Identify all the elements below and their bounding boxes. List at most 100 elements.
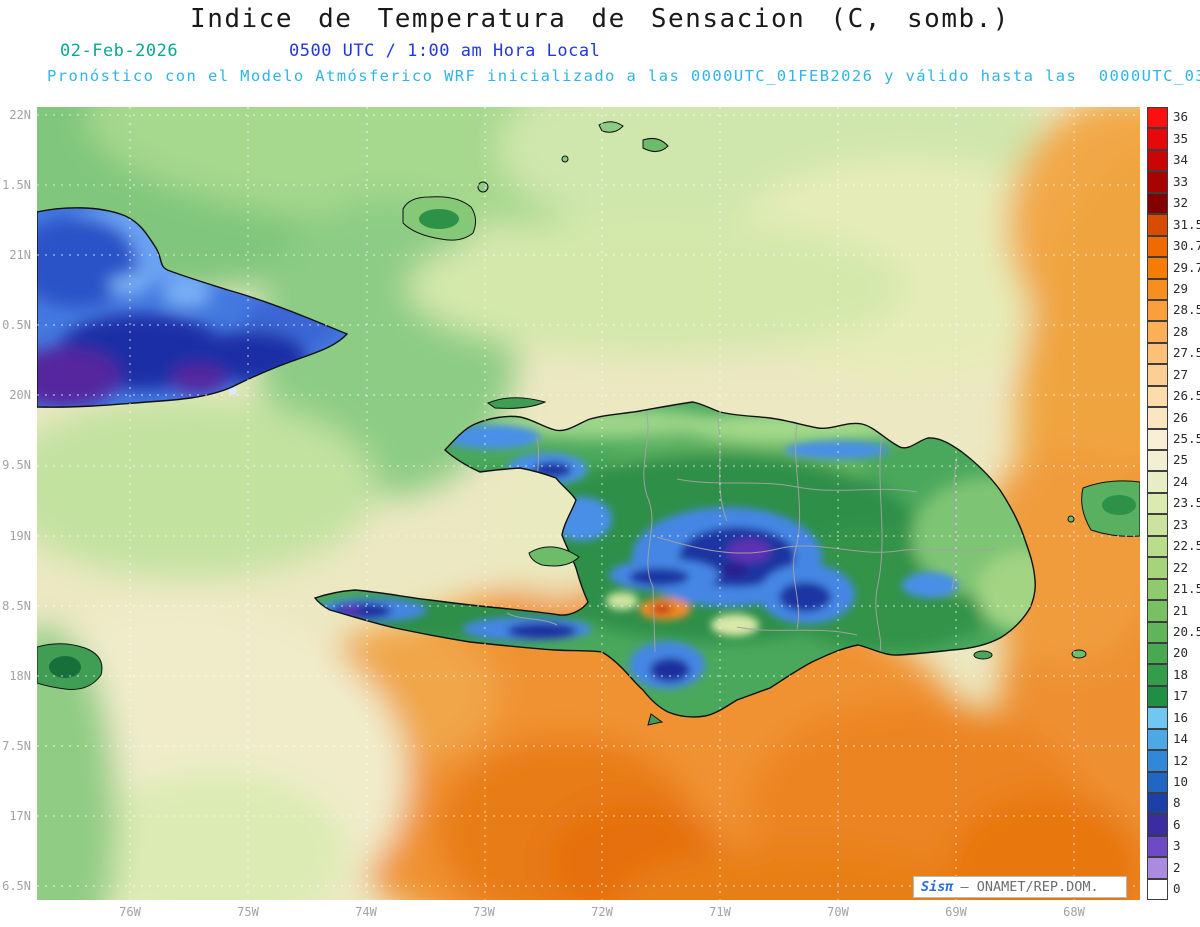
colorbar-swatch — [1147, 707, 1168, 729]
lat-tick-label: 17N — [9, 808, 31, 823]
lat-tick-label: 1.5N — [2, 178, 31, 193]
forecast-valid-time: 0500 UTC / 1:00 am Hora Local — [289, 41, 601, 61]
colorbar-swatch — [1147, 278, 1168, 300]
colorbar-value: 30.7 — [1173, 238, 1200, 254]
colorbar-swatch — [1147, 750, 1168, 772]
colorbar-value: 17 — [1173, 688, 1189, 704]
attribution-box: Sisπ – ONAMET/REP.DOM. — [913, 876, 1127, 898]
little-inagua-island — [477, 181, 489, 193]
colorbar-swatch — [1147, 235, 1168, 258]
lat-tick-label: 20N — [9, 388, 31, 403]
colorbar-swatch — [1147, 364, 1168, 386]
colorbar-value: 35 — [1173, 130, 1189, 146]
lon-tick-label: 72W — [591, 905, 613, 919]
colorbar-value: 26 — [1173, 409, 1189, 425]
colorbar-value: 21 — [1173, 602, 1189, 618]
map-area: Sisπ – ONAMET/REP.DOM. — [37, 107, 1140, 900]
lat-tick-label: 18N — [9, 668, 31, 683]
lat-axis: 22N 1.5N 21N 0.5N 20N 9.5N 19N 8.5N 18N 7.5N 17N 6.… — [0, 107, 34, 900]
colorbar-value: 25.5 — [1173, 431, 1200, 447]
lat-tick-label: 6.5N — [2, 878, 31, 893]
colorbar-swatch — [1147, 664, 1168, 686]
colorbar-swatch — [1147, 878, 1168, 901]
colorbar-level: 31.5 — [1147, 214, 1200, 236]
colorbar-level: 25.5 — [1147, 428, 1200, 450]
colorbar-level: 16 — [1147, 707, 1200, 729]
colorbar: 36 35 34 33 32 31.5 30.7 29.7 29 28.5 28 27.5 27 26.5… — [1147, 107, 1200, 901]
small-islands — [37, 121, 1140, 726]
lat-tick-label: 9.5N — [2, 458, 31, 473]
colorbar-value: 20.5 — [1173, 623, 1200, 639]
colorbar-level: 23 — [1147, 514, 1200, 536]
colorbar-value: 16 — [1173, 709, 1189, 725]
colorbar-level: 12 — [1147, 750, 1200, 772]
colorbar-level: 36 — [1147, 107, 1200, 129]
lat-tick-label: 0.5N — [2, 318, 31, 333]
lat-tick-label: 22N — [9, 108, 31, 122]
colorbar-level: 6 — [1147, 814, 1200, 836]
colorbar-value: 2 — [1173, 859, 1181, 875]
colorbar-swatch — [1147, 107, 1168, 129]
forecast-meta-line: 02-Feb-2026 0500 UTC / 1:00 am Hora Loca… — [0, 41, 1200, 63]
colorbar-level: 28 — [1147, 321, 1200, 343]
colorbar-value: 22.5 — [1173, 538, 1200, 554]
colorbar-swatch — [1147, 321, 1168, 343]
colorbar-swatch — [1147, 600, 1168, 622]
colorbar-level: 21.5 — [1147, 578, 1200, 601]
forecast-date: 02-Feb-2026 — [60, 41, 179, 61]
colorbar-swatch — [1147, 835, 1168, 858]
colorbar-value: 12 — [1173, 752, 1189, 768]
colorbar-swatch — [1147, 214, 1168, 236]
colorbar-value: 32 — [1173, 195, 1189, 211]
colorbar-swatch — [1147, 299, 1168, 322]
turks-island-2 — [642, 138, 669, 152]
colorbar-level: 10 — [1147, 771, 1200, 793]
colorbar-swatch — [1147, 642, 1168, 665]
colorbar-swatch — [1147, 771, 1168, 793]
colorbar-value: 3 — [1173, 838, 1181, 854]
colorbar-value: 18 — [1173, 666, 1189, 682]
colorbar-level: 17 — [1147, 685, 1200, 708]
lon-tick-label: 69W — [945, 905, 967, 919]
colorbar-level: 29 — [1147, 278, 1200, 300]
colorbar-value: 29 — [1173, 280, 1189, 296]
colorbar-value: 8 — [1173, 795, 1181, 811]
colorbar-level: 24 — [1147, 471, 1200, 493]
colorbar-level: 20 — [1147, 642, 1200, 665]
colorbar-level: 28.5 — [1147, 299, 1200, 322]
colorbar-level: 30.7 — [1147, 235, 1200, 258]
colorbar-swatch — [1147, 257, 1168, 279]
lon-tick-label: 73W — [473, 905, 495, 919]
colorbar-swatch — [1147, 514, 1168, 536]
colorbar-level: 26 — [1147, 407, 1200, 429]
colorbar-swatch — [1147, 578, 1168, 601]
colorbar-value: 22 — [1173, 559, 1189, 575]
colorbar-value: 26.5 — [1173, 388, 1200, 404]
lon-tick-label: 68W — [1063, 905, 1085, 919]
colorbar-level: 26.5 — [1147, 385, 1200, 408]
colorbar-level: 8 — [1147, 793, 1200, 815]
mona-island — [1071, 649, 1087, 659]
colorbar-value: 20 — [1173, 645, 1189, 661]
colorbar-level: 25 — [1147, 450, 1200, 472]
colorbar-swatch — [1147, 814, 1168, 836]
colorbar-swatch — [1147, 407, 1168, 429]
tortuga-island — [486, 397, 547, 409]
turks-island-1 — [598, 121, 624, 133]
sea-temperature-field — [37, 107, 1140, 900]
colorbar-value: 23 — [1173, 516, 1189, 532]
colorbar-swatch — [1147, 385, 1168, 408]
colorbar-swatch — [1147, 450, 1168, 472]
colorbar-value: 14 — [1173, 731, 1189, 747]
colorbar-level: 14 — [1147, 728, 1200, 751]
colorbar-swatch — [1147, 471, 1168, 493]
turks-island-3 — [561, 155, 569, 163]
colorbar-level: 20.5 — [1147, 621, 1200, 643]
colorbar-swatch — [1147, 149, 1168, 172]
colorbar-level: 0 — [1147, 878, 1200, 901]
temperature-field-map — [37, 107, 1140, 900]
lat-tick-label: 7.5N — [2, 738, 31, 753]
colorbar-swatch — [1147, 535, 1168, 558]
colorbar-swatch — [1147, 492, 1168, 515]
attribution-text: – ONAMET/REP.DOM. — [960, 879, 1099, 895]
